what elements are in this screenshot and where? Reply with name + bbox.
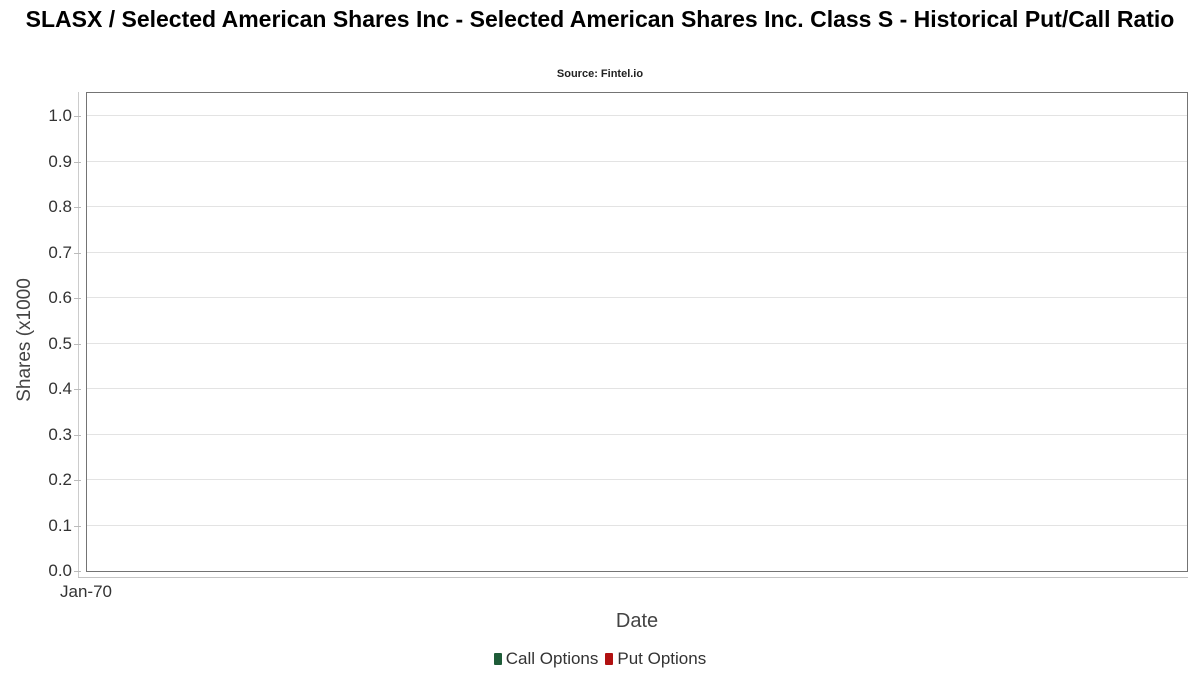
y-tick-label: 0.9: [48, 151, 72, 171]
y-tick-label: 0.3: [48, 424, 72, 444]
legend-item[interactable]: Call Options: [493, 649, 599, 669]
gridline: [87, 342, 1187, 344]
y-tick-mark: [74, 343, 81, 345]
y-tick-mark: [74, 161, 81, 163]
chart-title: SLASX / Selected American Shares Inc - S…: [25, 6, 1175, 32]
x-axis-title: Date: [615, 610, 659, 632]
gridline: [87, 524, 1187, 526]
y-tick-mark: [74, 389, 81, 390]
gridline: [87, 433, 1187, 435]
x-axis-line: [78, 577, 1188, 578]
legend: Call Options Put Options: [0, 647, 1200, 671]
y-axis-line: [78, 92, 79, 578]
y-tick-label: 1.0: [48, 106, 72, 125]
y-tick-label: 0.5: [48, 333, 72, 353]
legend-item[interactable]: Put Options: [605, 649, 706, 669]
gridline: [87, 206, 1187, 207]
y-tick-label: 0.7: [48, 242, 72, 262]
gridline: [87, 479, 1187, 480]
gridline: [87, 251, 1187, 253]
legend-label: Call Options: [505, 649, 599, 668]
y-tick-label: 0.2: [48, 470, 72, 489]
gridline: [87, 115, 1187, 116]
y-tick-mark: [74, 480, 81, 481]
y-tick-mark: [74, 116, 81, 117]
plot-area: [86, 92, 1188, 572]
y-tick-label: 0.4: [48, 379, 72, 398]
y-tick-label: 0.8: [48, 197, 72, 216]
gridline: [87, 160, 1187, 162]
y-tick-label: 0.0: [48, 561, 72, 580]
gridline: [87, 297, 1187, 298]
y-tick-label: 0.6: [48, 288, 72, 307]
x-tick-label: Jan-70: [60, 582, 112, 601]
y-tick-mark: [74, 525, 81, 527]
y-tick-mark: [74, 207, 81, 208]
y-tick-mark: [74, 434, 81, 436]
gridline: [87, 388, 1187, 389]
y-tick-label: 0.1: [48, 515, 72, 535]
y-tick-mark: [74, 252, 81, 254]
y-tick-mark: [74, 571, 81, 572]
y-tick-mark: [74, 298, 81, 299]
legend-marker: [605, 653, 614, 665]
chart-subtitle: Source: Fintel.io: [556, 68, 644, 80]
legend-marker: [493, 653, 502, 665]
legend-label: Put Options: [617, 649, 707, 668]
